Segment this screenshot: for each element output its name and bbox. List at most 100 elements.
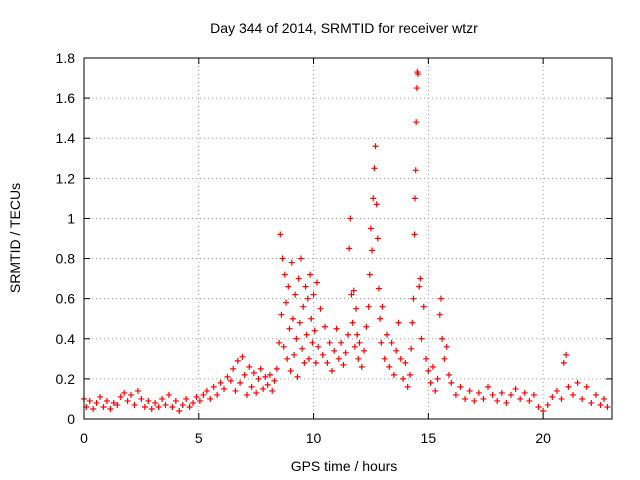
data-point: [535, 403, 542, 410]
y-tick-label: 1.8: [56, 50, 76, 66]
data-point: [307, 271, 314, 278]
data-point: [297, 255, 304, 262]
data-point: [273, 365, 280, 372]
data-point: [276, 339, 283, 346]
data-point: [288, 259, 295, 266]
data-point: [145, 397, 152, 404]
data-point: [489, 391, 496, 398]
data-point: [526, 397, 533, 404]
data-point: [269, 387, 276, 394]
data-point: [200, 391, 207, 398]
data-point: [417, 275, 424, 282]
data-point: [560, 359, 567, 366]
x-axis-label: GPS time / hours: [291, 458, 398, 474]
data-point: [324, 359, 331, 366]
data-point: [412, 167, 419, 174]
data-point: [300, 303, 307, 310]
y-axis-tick-labels: 0 0.2 0.4 0.6 0.8 1 1.2 1.4 1.6 1.8: [56, 50, 76, 427]
data-point: [294, 373, 301, 380]
data-point: [310, 291, 317, 298]
data-point: [457, 383, 464, 390]
data-point: [521, 389, 528, 396]
data-point: [348, 291, 355, 298]
data-point: [234, 357, 241, 364]
data-point: [448, 379, 455, 386]
data-point: [413, 85, 420, 92]
data-point: [395, 319, 402, 326]
data-point: [280, 343, 287, 350]
data-point: [207, 395, 214, 402]
data-point: [366, 271, 373, 278]
data-point: [328, 367, 335, 374]
data-point: [418, 335, 425, 342]
data-point: [210, 383, 217, 390]
data-point: [246, 363, 253, 370]
data-point: [361, 347, 368, 354]
data-point: [374, 235, 381, 242]
data-point: [485, 383, 492, 390]
y-tick-label: 0: [67, 411, 75, 427]
data-point: [466, 387, 473, 394]
data-point: [93, 399, 100, 406]
data-point: [301, 359, 308, 366]
data-point: [266, 371, 273, 378]
data-point: [432, 387, 439, 394]
data-point: [121, 389, 128, 396]
data-point: [565, 383, 572, 390]
data-point: [345, 331, 351, 338]
data-point: [370, 195, 377, 202]
data-point: [304, 295, 311, 302]
x-axis-tick-labels: 0 5 10 15 20: [80, 430, 551, 446]
chart-title: Day 344 of 2014, SRMTID for receiver wtz…: [210, 20, 478, 36]
data-point: [331, 347, 338, 354]
y-tick-label: 0.8: [56, 251, 76, 267]
data-point: [227, 377, 234, 384]
data-point: [317, 305, 324, 312]
data-point: [386, 363, 393, 370]
data-point: [117, 393, 124, 400]
data-point: [549, 393, 556, 400]
data-point: [340, 361, 347, 368]
data-point: [355, 355, 362, 362]
data-point: [335, 355, 342, 362]
data-point: [284, 355, 291, 362]
x-tick-label: 20: [535, 430, 551, 446]
data-point: [152, 399, 159, 406]
data-point: [507, 391, 514, 398]
data-point: [423, 355, 430, 362]
data-point: [299, 345, 306, 352]
data-point: [141, 403, 148, 410]
data-point: [243, 391, 250, 398]
data-point: [295, 275, 302, 282]
data-point: [350, 287, 357, 294]
data-point: [241, 371, 248, 378]
data-point: [308, 315, 315, 322]
data-point: [302, 283, 309, 290]
data-point: [558, 395, 565, 402]
data-point: [379, 303, 386, 310]
data-point: [277, 231, 284, 238]
data-point: [404, 383, 411, 390]
data-point: [292, 291, 299, 298]
y-axis-label: SRMTID / TECUs: [7, 183, 23, 293]
data-point: [441, 355, 448, 362]
data-point: [214, 391, 221, 398]
data-point: [103, 397, 110, 404]
data-point: [305, 355, 312, 362]
data-point: [363, 323, 370, 330]
data-point: [347, 215, 354, 222]
data-point: [232, 387, 239, 394]
data-point: [322, 323, 329, 330]
data-point: [354, 331, 361, 338]
data-point: [190, 399, 197, 406]
data-point: [296, 319, 303, 326]
data-point: [446, 371, 453, 378]
data-point: [138, 395, 145, 402]
data-point: [186, 403, 193, 410]
data-point: [221, 385, 228, 392]
data-series: [81, 69, 611, 414]
data-point: [172, 397, 179, 404]
data-point: [289, 315, 296, 322]
data-point: [293, 335, 300, 342]
data-point: [333, 325, 340, 332]
